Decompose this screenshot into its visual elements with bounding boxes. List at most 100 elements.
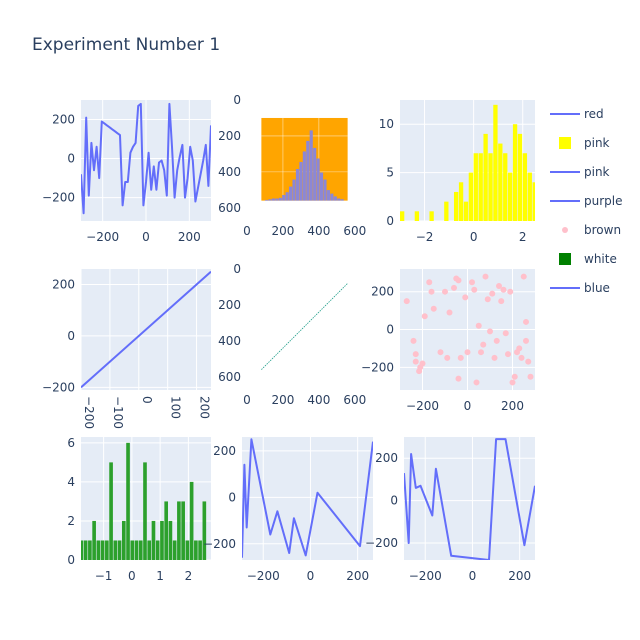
y-tick-label: −200: [365, 536, 398, 550]
plot-area: [242, 438, 373, 558]
histogram-bar: [126, 442, 130, 560]
legend-item[interactable]: pink: [550, 165, 610, 179]
image-hist-bar: [264, 199, 269, 201]
scatter-point: [480, 341, 487, 348]
histogram-bar: [117, 540, 122, 560]
x-tick-label: 600: [343, 393, 366, 407]
histogram-bar: [88, 540, 92, 560]
image-hist-bar: [330, 193, 334, 201]
x-tick-label: −1: [95, 569, 113, 583]
histogram-bar: [503, 153, 508, 221]
y-tick-label: −200: [42, 191, 75, 205]
scatter-point: [444, 354, 451, 361]
scatter-point: [502, 330, 509, 337]
scatter-point: [403, 298, 410, 305]
scatter-point: [500, 286, 507, 293]
x-tick-label: 0: [243, 393, 251, 407]
scatter-point: [462, 294, 469, 301]
histogram-bar: [458, 182, 464, 221]
x-tick-label: 200: [198, 396, 212, 419]
scatter-point: [527, 373, 534, 380]
scatter-point: [491, 354, 498, 361]
histogram-bar: [552, 211, 556, 221]
scatter-point: [523, 337, 529, 344]
image-hist-bar: [326, 190, 330, 201]
y-tick-label: 200: [52, 277, 75, 291]
x-tick-label: 0: [128, 569, 136, 583]
x-tick-label: 0: [307, 569, 315, 583]
x-tick-label: 200: [346, 569, 369, 583]
scatter-point: [473, 379, 480, 386]
x-tick-label: 0: [142, 230, 150, 244]
histogram-bar: [463, 201, 469, 221]
legend-item[interactable]: pink: [559, 136, 610, 150]
y-tick-label: −200: [361, 360, 394, 374]
histogram-bar: [147, 540, 152, 560]
histogram-bar: [532, 182, 535, 221]
scatter-point: [469, 279, 475, 286]
y-tick-label: 2: [67, 514, 75, 528]
y-tick-label: 5: [386, 166, 394, 180]
plot-area: [400, 104, 556, 221]
y-tick-label: 0: [386, 323, 394, 337]
scatter-point: [493, 337, 500, 344]
legend-item[interactable]: purple: [550, 194, 623, 208]
scatter-point: [455, 375, 462, 382]
legend-item[interactable]: blue: [550, 281, 610, 295]
subplot-r3c1: −1 0 1 2 0 2 4 6: [67, 436, 211, 583]
scatter-point: [484, 296, 491, 303]
subplot-r1c1: −200 0 200 −200 0 200: [42, 100, 211, 244]
legend-label: pink: [584, 165, 610, 179]
histogram-bar: [483, 133, 488, 221]
image-hist-bar: [323, 179, 327, 201]
scatter-point: [437, 349, 444, 356]
x-tick-label: 1: [156, 569, 164, 583]
y-tick-label: 200: [371, 285, 394, 299]
scatter-point: [523, 318, 529, 325]
scatter-point: [516, 345, 523, 352]
y-tick-label: 200: [213, 444, 236, 458]
legend-item[interactable]: red: [550, 107, 604, 121]
scatter-point: [509, 379, 516, 386]
histogram-bar: [508, 172, 513, 221]
image-hist-bar: [268, 199, 272, 201]
plot-area: [247, 269, 362, 384]
scatter-point: [511, 373, 518, 380]
image-hist-bar: [282, 195, 286, 201]
x-tick-label: 200: [508, 569, 531, 583]
y-tick-label: 200: [218, 129, 241, 143]
histogram-bar: [181, 501, 185, 560]
scatter-point: [471, 286, 478, 293]
image-hist-bar: [309, 130, 313, 201]
image-hist-bar: [313, 147, 317, 201]
x-tick-label: 600: [343, 224, 366, 238]
scatter-point: [457, 354, 464, 361]
histogram-bar: [151, 520, 156, 560]
x-tick-label: −200: [86, 230, 119, 244]
scatter-point: [475, 322, 482, 329]
legend[interactable]: red pink pink purple brown white blue: [550, 107, 623, 295]
x-tick-label: −200: [406, 399, 439, 413]
legend-item[interactable]: white: [559, 252, 617, 266]
image-hist-bar: [299, 161, 303, 201]
scatter-point: [505, 351, 511, 358]
scatter-point: [426, 279, 433, 286]
image-hist-bar: [302, 151, 306, 201]
plot-area: [247, 100, 362, 215]
y-tick-label: 600: [218, 370, 241, 384]
legend-label: blue: [584, 281, 610, 295]
legend-item[interactable]: brown: [562, 223, 621, 237]
plot-area: [404, 438, 535, 560]
image-hist-bar: [275, 198, 279, 201]
histogram-bar: [134, 540, 139, 560]
histogram-bar: [400, 211, 405, 221]
scatter-point: [442, 288, 448, 295]
scatter-point: [507, 288, 514, 295]
image-hist-bar: [306, 140, 310, 201]
scatter-point: [430, 305, 437, 312]
subplot-r3c3: −200 0 200 −200 0 200: [365, 437, 535, 583]
image-hist-bar: [333, 196, 337, 201]
x-tick-label: 200: [178, 230, 201, 244]
